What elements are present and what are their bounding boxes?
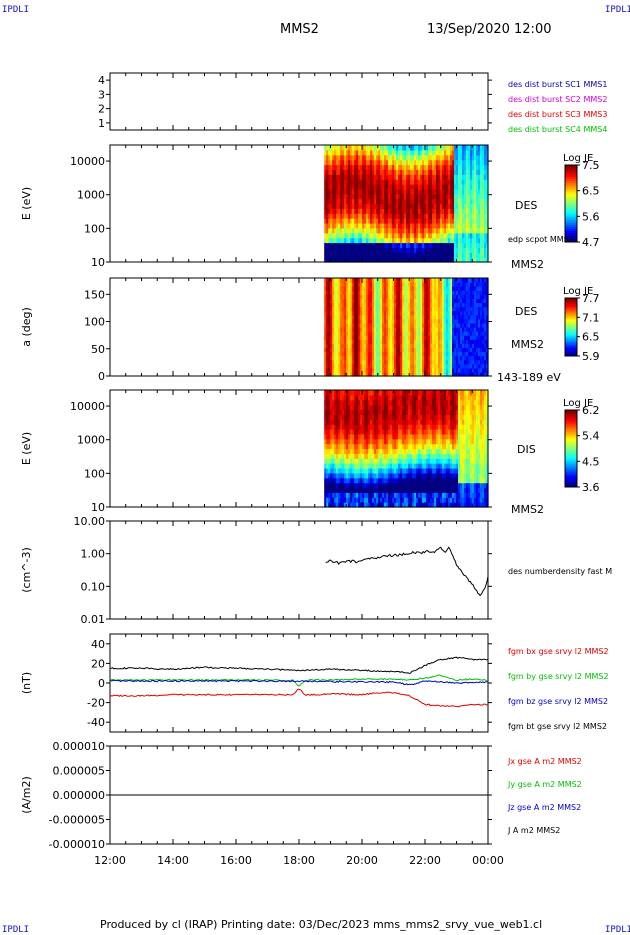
colorbar-tick-label: 6.5 — [582, 331, 600, 344]
colorbar-tick-label: 7.5 — [582, 159, 600, 172]
y-tick-label: 100 — [84, 316, 105, 329]
y-axis-label: a (deg) — [20, 307, 33, 347]
y-tick-label: 2 — [98, 103, 105, 116]
legend-entry: des dist burst SC2 MMS2 — [508, 95, 607, 104]
y-tick-label: 150 — [84, 288, 105, 301]
panel-frame-0 — [110, 73, 488, 130]
legend-entry: des dist burst SC1 MMS1 — [508, 80, 607, 89]
y-tick-label: 50 — [91, 343, 105, 356]
y-tick-label: 10000 — [70, 155, 105, 168]
legend-entry: des dist burst SC4 MMS4 — [508, 125, 607, 134]
y-tick-label: 100 — [84, 222, 105, 235]
colorbar-tick-label: 4.7 — [582, 236, 600, 249]
legend-entry: des dist burst SC3 MMS3 — [508, 110, 607, 119]
y-tick-label: 4 — [98, 74, 105, 87]
y-tick-label: 1000 — [77, 189, 105, 202]
panel-label: MMS2 — [511, 338, 544, 351]
y-tick-label: 0 — [98, 370, 105, 383]
y-tick-label: 10 — [91, 256, 105, 269]
y-axis-label: E (eV) — [20, 187, 33, 220]
y-tick-label: 3 — [98, 88, 105, 101]
panel-label: DES — [515, 305, 537, 318]
panel-label: DES — [515, 199, 537, 212]
colorbar-tick-label: 5.9 — [582, 350, 600, 363]
colorbar-tick-label: 5.6 — [582, 210, 600, 223]
colorbar-tick-label: 7.7 — [582, 292, 600, 305]
y-tick-label: 1 — [98, 117, 105, 130]
colorbar-tick-label: 7.1 — [582, 311, 600, 324]
colorbar-tick-label: 6.5 — [582, 185, 600, 198]
panel-label: MMS2 — [511, 258, 544, 271]
panel-label: 143-189 eV — [497, 371, 561, 384]
panel-label: edp scpot MMS2 — [508, 235, 574, 244]
